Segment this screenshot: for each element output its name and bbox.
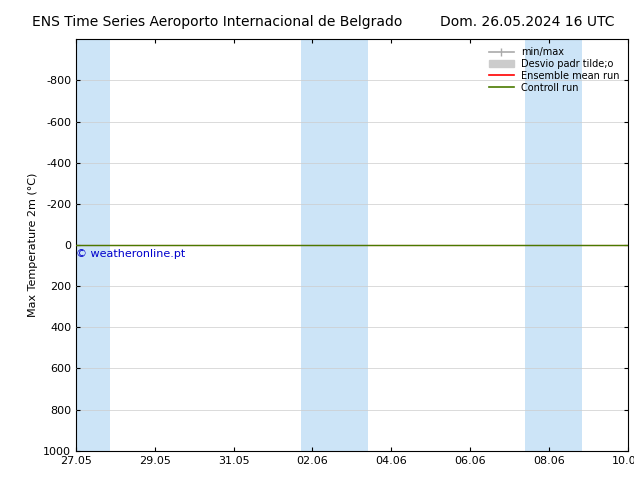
Bar [76,39,110,451]
Bar [525,39,583,451]
Text: ENS Time Series Aeroporto Internacional de Belgrado: ENS Time Series Aeroporto Internacional … [32,15,402,29]
Y-axis label: Max Temperature 2m (°C): Max Temperature 2m (°C) [28,173,37,317]
Text: © weatheronline.pt: © weatheronline.pt [76,249,185,259]
Legend: min/max, Desvio padr tilde;o, Ensemble mean run, Controll run: min/max, Desvio padr tilde;o, Ensemble m… [486,44,623,96]
Bar [301,39,368,451]
Text: Dom. 26.05.2024 16 UTC: Dom. 26.05.2024 16 UTC [441,15,615,29]
